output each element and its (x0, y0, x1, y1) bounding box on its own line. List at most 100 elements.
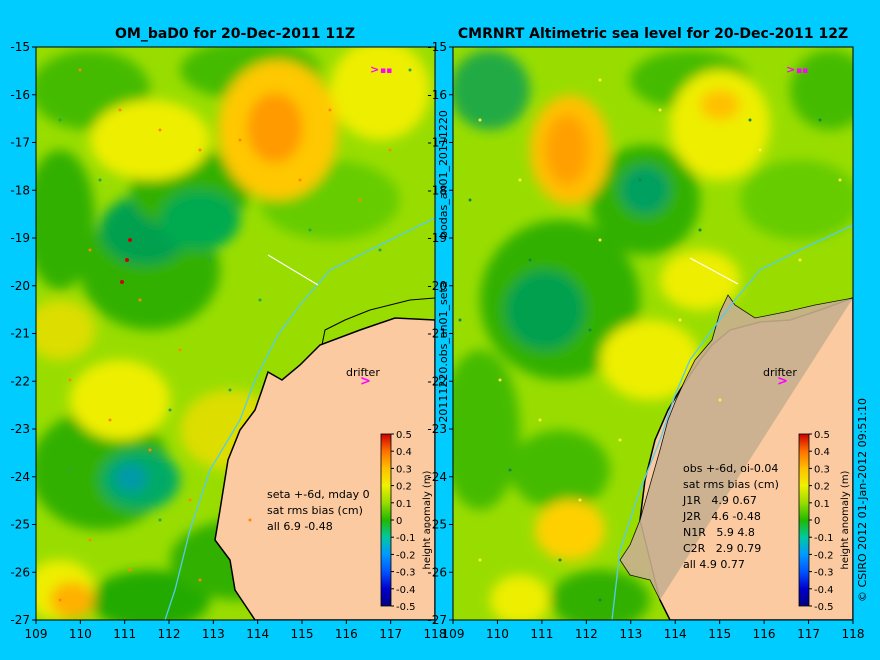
left-colorbar-tick-label: -0.5 (396, 602, 416, 613)
left-colorbar-label: height anomaly (m) (422, 470, 433, 569)
right-y-tick-label: -16 (427, 88, 447, 102)
right-axes: 109 110 111 112 113 114 115 116 117 118 -15 -16 -17 -… (427, 40, 864, 641)
left-colorbar-tick-label: -0.3 (396, 568, 416, 579)
left-observation-points (58, 68, 392, 602)
left-y-tick-label: -26 (10, 565, 30, 579)
right-y-tick-label: -26 (427, 565, 447, 579)
left-isobath (164, 217, 435, 620)
left-colorbar-tick-label: -0.2 (396, 550, 416, 561)
right-isobath (611, 224, 853, 620)
left-y-tick-label: -15 (10, 40, 30, 54)
left-x-tick-label: 116 (335, 627, 358, 641)
right-y-tick-label: -15 (427, 40, 447, 54)
right-x-tick-label: 117 (797, 627, 820, 641)
right-y-tick-label: -25 (427, 518, 447, 532)
left-colorbar-tick-label: 0.3 (396, 464, 412, 475)
right-chart-title: CMRNRT Altimetric sea level for 20-Dec-2… (458, 26, 848, 42)
right-colorbar-tick-label: 0.4 (814, 447, 830, 458)
right-drifter-marker: > (777, 374, 788, 389)
right-stats-line: C2R 2.9 0.79 (683, 542, 761, 555)
left-anomaly-field: > ▪▪ (36, 47, 435, 620)
right-y-tick-label: -22 (427, 374, 447, 388)
left-y-tick-label: -20 (10, 279, 30, 293)
left-y-tick-label: -25 (10, 518, 30, 532)
right-y-tick-label: -21 (427, 327, 447, 341)
right-y-tick-label: -19 (427, 231, 447, 245)
left-colorbar-tick-label: 0 (396, 516, 402, 527)
right-colorbar-tick-label: 0 (814, 516, 820, 527)
side-label-run: bodas_an01_20111220 (437, 110, 450, 238)
left-axes: 109 110 111 112 113 114 115 116 117 118 -15 -16 -17 -… (10, 40, 446, 641)
right-stats-line: J1R 4.9 0.67 (682, 494, 757, 507)
left-x-tick-label: 115 (291, 627, 314, 641)
right-observation-points (478, 78, 842, 562)
left-drifter-marker: > (360, 374, 371, 389)
right-colorbar-tick-label: -0.1 (814, 533, 834, 544)
left-map-panel: OM_baD0 for 20-Dec-2011 11Z (10, 26, 446, 641)
left-x-tick-label: 110 (69, 627, 92, 641)
left-stats-box: seta +-6d, mday 0 sat rms bias (cm) all … (267, 488, 370, 533)
right-y-tick-label: -23 (427, 422, 447, 436)
left-stats-line: sat rms bias (cm) (267, 504, 363, 517)
right-y-tick-label: -27 (427, 613, 447, 627)
side-label-obs: 20111220.obs_an01_seta (437, 281, 450, 422)
left-colorbar-tick-label: -0.4 (396, 585, 416, 596)
right-colorbar-label: height anomaly (m) (840, 470, 851, 569)
right-map-panel: CMRNRT Altimetric sea level for 20-Dec-2… (427, 26, 864, 641)
right-x-tick-label: 111 (530, 627, 553, 641)
right-x-tick-label: 109 (442, 627, 465, 641)
left-x-tick-label: 113 (202, 627, 225, 641)
right-y-tick-label: -18 (427, 183, 447, 197)
left-x-tick-label: 112 (158, 627, 181, 641)
right-x-tick-label: 116 (753, 627, 776, 641)
left-chart-title: OM_baD0 for 20-Dec-2011 11Z (115, 26, 355, 42)
right-colorbar-tick-label: 0.3 (814, 464, 830, 475)
left-y-tick-label: -22 (10, 374, 30, 388)
left-colorbar-tick-label: 0.1 (396, 499, 412, 510)
right-colorbar-tick-label: -0.3 (814, 568, 834, 579)
right-green-points (458, 118, 822, 602)
right-x-tick-label: 114 (664, 627, 687, 641)
right-stats-line: sat rms bias (cm) (683, 478, 779, 491)
right-colorbar-tick-label: 0.1 (814, 499, 830, 510)
copyright-label: © CSIRO 2012 01-Jan-2012 09:51:10 (856, 398, 869, 602)
right-stats-line: N1R 5.9 4.8 (683, 526, 755, 539)
left-colorbar-tick-label: 0.4 (396, 447, 412, 458)
left-y-tick-label: -16 (10, 88, 30, 102)
left-colorbar-tick-label: -0.1 (396, 533, 416, 544)
right-colorbar-tick-label: 0.5 (814, 430, 830, 441)
left-x-tick-label: 118 (424, 627, 447, 641)
right-x-tick-label: 113 (619, 627, 642, 641)
right-stats-line: all 4.9 0.77 (683, 558, 745, 571)
left-colorbar-tick-label: 0.5 (396, 430, 412, 441)
right-x-tick-label: 118 (842, 627, 865, 641)
left-y-tick-label: -21 (10, 327, 30, 341)
left-land (214, 317, 435, 620)
left-x-tick-label: 117 (379, 627, 402, 641)
right-colorbar-tick-label: 0.2 (814, 482, 830, 493)
left-colorbar: 0.5 0.4 0.3 0.2 0.1 0 -0.1 -0.2 -0.3 -0.4 -0.5 hei… (380, 430, 433, 613)
left-stats-line: seta +-6d, mday 0 (267, 488, 370, 501)
left-y-tick-label: -23 (10, 422, 30, 436)
right-stats-line: J2R 4.6 -0.48 (682, 510, 761, 523)
svg-text:▪▪: ▪▪ (796, 66, 808, 76)
left-y-tick-label: -24 (10, 470, 30, 484)
left-y-tick-label: -18 (10, 183, 30, 197)
left-y-tick-label: -27 (10, 613, 30, 627)
right-drifter-label: drifter (763, 366, 797, 379)
left-green-points (58, 68, 412, 522)
right-colorbar-tick-label: -0.5 (814, 602, 834, 613)
left-x-tick-label: 111 (113, 627, 136, 641)
right-stats-line: obs +-6d, oi-0.04 (683, 462, 778, 475)
right-y-tick-label: -17 (427, 136, 447, 150)
svg-text:▪▪: ▪▪ (380, 66, 392, 76)
left-colorbar-tick-label: 0.2 (396, 482, 412, 493)
right-x-tick-label: 110 (486, 627, 509, 641)
left-x-tick-label: 114 (246, 627, 269, 641)
right-y-tick-label: -20 (427, 279, 447, 293)
right-colorbar: 0.5 0.4 0.3 0.2 0.1 0 -0.1 -0.2 -0.3 -0.4 -0.5 hei… (798, 430, 851, 613)
left-y-tick-label: -19 (10, 231, 30, 245)
right-stats-box: obs +-6d, oi-0.04 sat rms bias (cm) J1R … (682, 462, 779, 571)
left-drifter-label: drifter (346, 366, 380, 379)
right-x-tick-label: 115 (708, 627, 731, 641)
